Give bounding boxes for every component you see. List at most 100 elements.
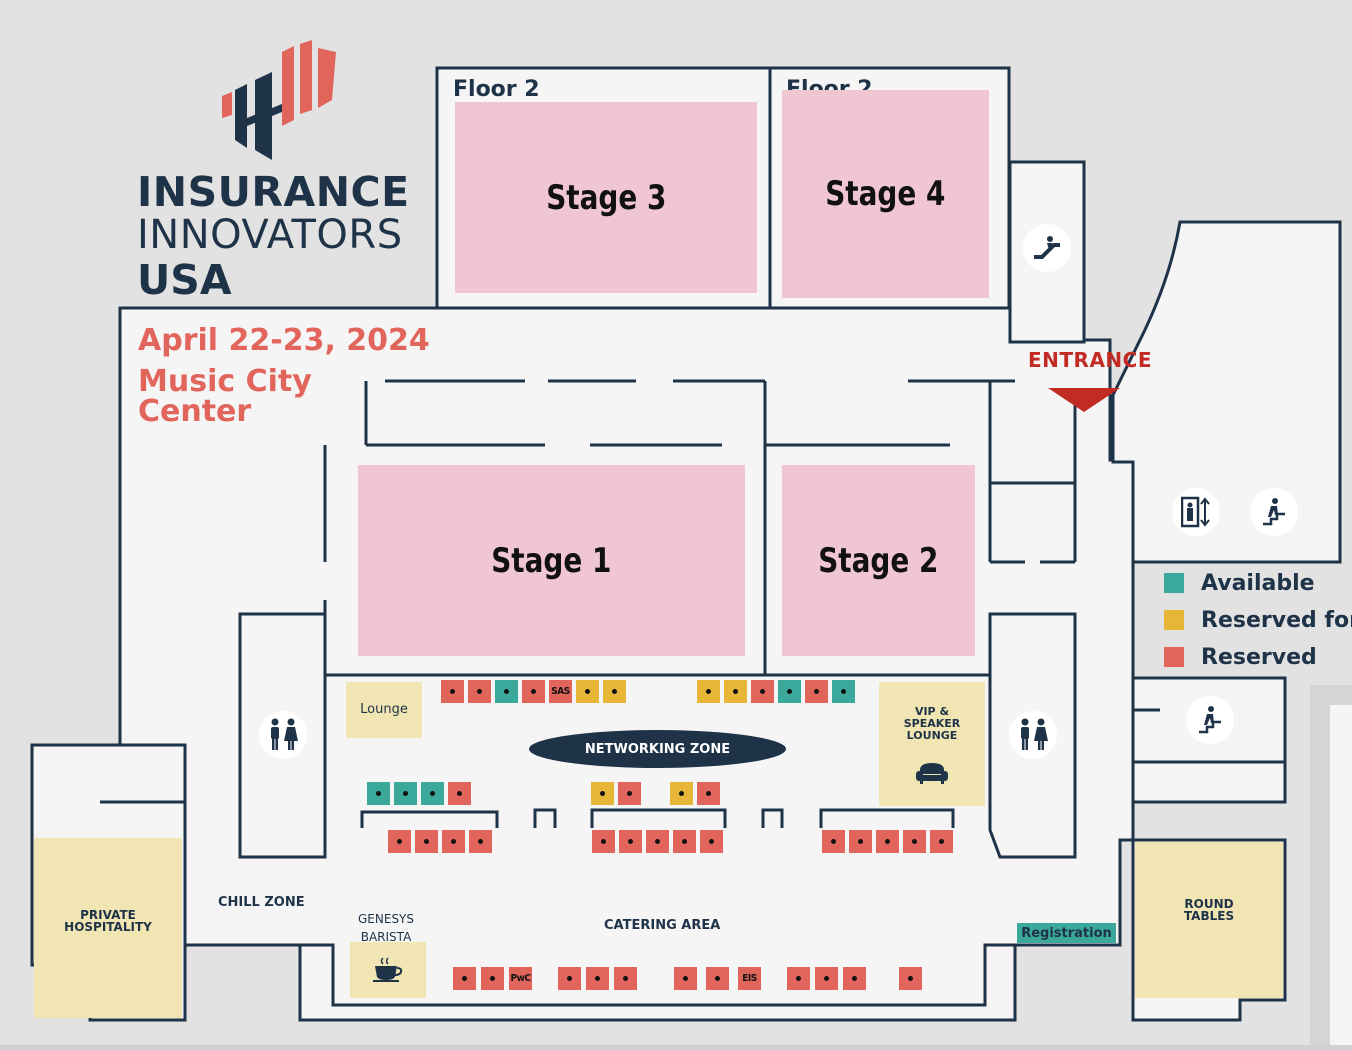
booth[interactable] [388,830,411,853]
booth-dot [682,839,687,844]
booth[interactable] [415,830,438,853]
logo-line-2: INNOVATORS [137,212,403,258]
booth[interactable] [481,967,504,990]
booth-dot [430,791,435,796]
booth[interactable] [619,830,642,853]
stage-3[interactable]: Stage 3 [455,102,757,293]
booth[interactable] [421,782,444,805]
networking-zone[interactable]: NETWORKING ZONE [529,730,786,768]
booth[interactable]: PwC [509,967,532,990]
booth-dot [376,791,381,796]
vip-speaker-lounge[interactable]: VIP & SPEAKER LOUNGE [879,682,985,806]
booth[interactable]: SAS [549,680,572,703]
registration-label: Registration [1021,925,1112,941]
booth-dot [457,791,462,796]
booth[interactable] [832,680,855,703]
booth[interactable] [586,967,609,990]
booth[interactable] [700,830,723,853]
booth[interactable] [468,680,491,703]
booth[interactable] [576,680,599,703]
booth[interactable] [751,680,774,703]
booth[interactable] [367,782,390,805]
booth-dot [627,791,632,796]
booth[interactable] [558,967,581,990]
booth[interactable] [899,967,922,990]
private-hospitality[interactable]: PRIVATE HOSPITALITY [34,838,182,1018]
booth[interactable] [849,830,872,853]
booth[interactable] [697,782,720,805]
private-line-1: PRIVATE [80,908,136,922]
booth[interactable] [805,680,828,703]
booth[interactable] [495,680,518,703]
booth[interactable] [394,782,417,805]
booth-dot [585,689,590,694]
booth[interactable] [674,967,697,990]
booth[interactable] [592,830,615,853]
booth[interactable] [706,967,729,990]
booth-dot [706,689,711,694]
booth[interactable] [448,782,471,805]
booth[interactable] [469,830,492,853]
booth[interactable] [614,967,637,990]
booth[interactable] [697,680,720,703]
stairs-icon [1186,696,1234,744]
booth[interactable] [442,830,465,853]
lounge-zone[interactable]: Lounge [346,682,422,738]
booth-dot [655,839,660,844]
legend-available: Available [1164,571,1315,596]
booth-dot [760,689,765,694]
booth-dot [912,839,917,844]
stage-4[interactable]: Stage 4 [782,90,989,298]
logo-line-1: INSURANCE [137,168,410,216]
booth[interactable] [591,782,614,805]
floor-label-left: Floor 2 [453,77,540,102]
booth[interactable] [778,680,801,703]
booth-dot [623,976,628,981]
booth[interactable] [673,830,696,853]
escalator-icon [1023,224,1071,272]
stage-1[interactable]: Stage 1 [358,465,745,656]
booth[interactable] [724,680,747,703]
booth-dot [885,839,890,844]
booth[interactable] [822,830,845,853]
booth-label: SAS [551,686,570,697]
booth-dot [709,839,714,844]
booth[interactable] [441,680,464,703]
booth[interactable] [646,830,669,853]
legend-reserved: Reserved [1164,644,1317,670]
booth[interactable] [876,830,899,853]
booth[interactable] [903,830,926,853]
booth[interactable] [522,680,545,703]
booth-dot [601,839,606,844]
stage-2[interactable]: Stage 2 [782,465,975,656]
booth[interactable]: EIS [738,967,761,990]
booth[interactable] [453,967,476,990]
booth[interactable] [670,782,693,805]
booth[interactable] [815,967,838,990]
booth[interactable] [930,830,953,853]
booth-dot [397,839,402,844]
legend-label: Reserved [1201,644,1317,670]
booth-label: PwC [510,973,531,984]
booth-dot [715,976,720,981]
booth-label: EIS [742,973,757,984]
legend-swatch [1164,610,1184,630]
booth[interactable] [618,782,641,805]
booth[interactable] [603,680,626,703]
genesys-line-2: BARISTA [360,930,412,944]
booth-dot [706,791,711,796]
legend-reserved-for: Reserved for C [1164,608,1352,633]
booth-dot [504,689,509,694]
booth-dot [831,839,836,844]
restroom-icon [259,711,307,759]
legend-swatch [1164,647,1184,667]
booth-dot [450,689,455,694]
booth[interactable] [843,967,866,990]
registration-desk[interactable]: Registration [1017,923,1116,943]
booth-dot [462,976,467,981]
legend-swatch [1164,573,1184,593]
booth-dot [733,689,738,694]
genesys-barista-zone[interactable] [350,942,426,998]
booth[interactable] [787,967,810,990]
round-tables[interactable]: ROUND TABLES [1135,842,1283,998]
